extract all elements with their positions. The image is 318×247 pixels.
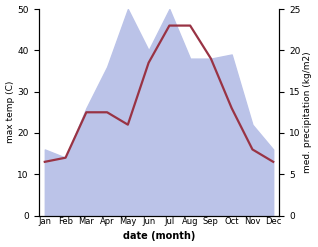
X-axis label: date (month): date (month) [123,231,195,242]
Y-axis label: med. precipitation (kg/m2): med. precipitation (kg/m2) [303,51,313,173]
Y-axis label: max temp (C): max temp (C) [5,81,15,144]
